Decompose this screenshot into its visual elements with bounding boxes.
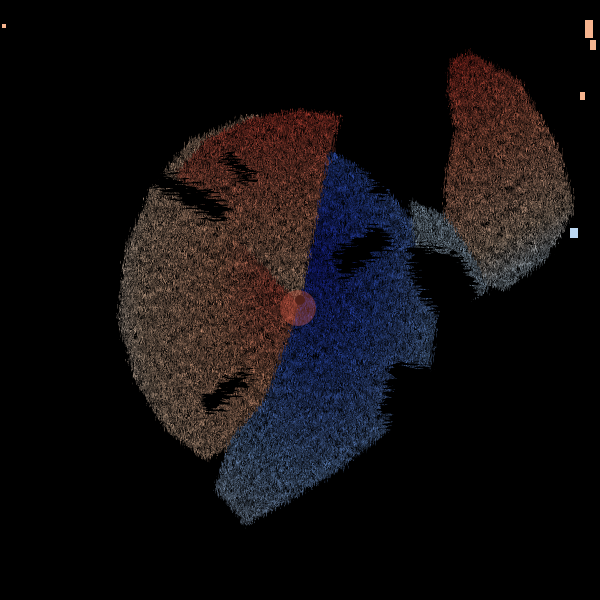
gaps xyxy=(150,135,480,450)
gap xyxy=(330,225,395,280)
radar-site xyxy=(295,295,305,305)
edge-specks xyxy=(2,20,596,238)
gap xyxy=(200,370,250,415)
gap xyxy=(222,150,255,185)
speck xyxy=(580,92,585,100)
speck xyxy=(570,228,578,238)
inbound-top xyxy=(175,110,340,305)
north-east-cell xyxy=(445,52,575,290)
speck xyxy=(590,40,596,50)
gap xyxy=(150,170,230,225)
speck xyxy=(585,20,593,38)
gap xyxy=(410,245,480,320)
speck xyxy=(2,24,6,28)
gap xyxy=(360,135,410,200)
east-fringe xyxy=(410,200,490,300)
site-clutter xyxy=(280,290,316,326)
gap xyxy=(380,360,470,450)
